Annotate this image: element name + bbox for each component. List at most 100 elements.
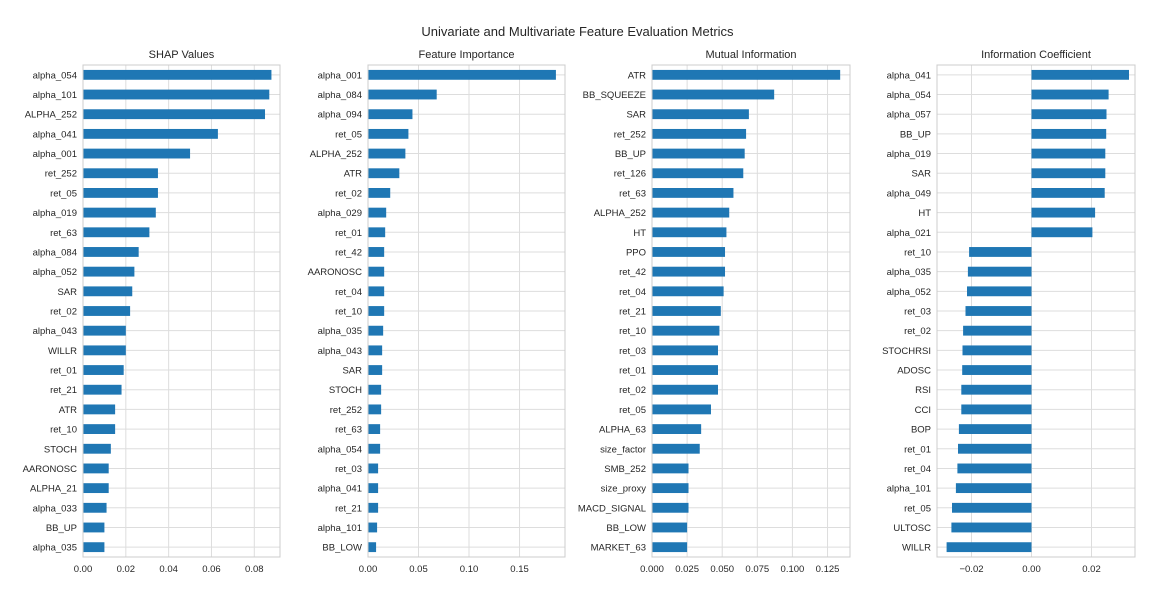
bar — [652, 148, 745, 159]
bar — [368, 188, 391, 198]
bar — [652, 365, 718, 375]
bar — [652, 286, 724, 297]
y-tick-label: ret_04 — [619, 287, 646, 298]
y-tick-label: ret_126 — [614, 169, 646, 180]
y-tick-label: CCI — [915, 405, 931, 416]
y-tick-label: ret_05 — [904, 503, 931, 514]
bar — [368, 542, 377, 553]
plot-frame — [367, 64, 566, 558]
y-tick-label: STOCH — [329, 385, 362, 396]
x-tick-label: 0.050 — [710, 564, 734, 575]
bar — [368, 463, 379, 474]
y-tick-label: alpha_019 — [33, 208, 77, 219]
plot-frame — [651, 64, 851, 558]
bar — [652, 188, 734, 198]
y-tick-label: ret_02 — [904, 326, 931, 337]
bar — [652, 128, 747, 139]
bar — [83, 188, 158, 198]
y-tick-label: ALPHA_252 — [25, 110, 77, 121]
bar — [83, 345, 126, 356]
bar — [946, 542, 1032, 553]
x-tick-label: −0.02 — [959, 564, 983, 575]
bar — [368, 404, 382, 415]
x-tick-label: 0.02 — [1082, 564, 1101, 575]
y-tick-label: WILLR — [48, 346, 77, 357]
y-tick-label: WILLR — [902, 543, 931, 554]
y-tick-label: alpha_001 — [318, 70, 362, 81]
y-tick-label: ret_21 — [50, 385, 77, 396]
bar — [368, 168, 400, 179]
bar — [652, 306, 721, 316]
y-tick-label: BB_LOW — [322, 543, 362, 554]
bar — [83, 148, 191, 159]
y-tick-label: ret_01 — [619, 366, 646, 377]
bar — [83, 207, 156, 218]
bar — [368, 522, 378, 533]
bar — [83, 227, 150, 238]
bar — [652, 227, 727, 238]
y-tick-label: alpha_029 — [318, 208, 362, 219]
chart-panel-3: ATR BB_SQUEEZE SAR ret_252 BB_UP ret_126 ret_6… — [578, 49, 851, 575]
bar — [652, 542, 688, 553]
bar — [83, 443, 111, 454]
bar — [368, 148, 406, 159]
y-tick-label: ret_63 — [619, 188, 646, 199]
y-tick-label: BB_SQUEEZE — [583, 90, 646, 101]
y-tick-label: alpha_035 — [318, 326, 362, 337]
y-tick-label: alpha_041 — [887, 70, 931, 81]
figure-title: Univariate and Multivariate Feature Eval… — [421, 24, 734, 39]
y-tick-label: alpha_049 — [887, 188, 931, 199]
x-tick-label: 0.00 — [74, 564, 93, 575]
bar — [83, 522, 105, 533]
x-tick-label: 0.100 — [781, 564, 805, 575]
bar — [652, 483, 689, 494]
y-tick-label: alpha_054 — [318, 444, 362, 455]
y-tick-label: ret_04 — [335, 287, 362, 298]
x-tick-label: 0.00 — [359, 564, 378, 575]
y-tick-label: alpha_043 — [33, 326, 77, 337]
y-tick-label: ret_21 — [335, 503, 362, 514]
y-tick-label: alpha_052 — [887, 287, 931, 298]
bar — [958, 424, 1032, 434]
bar — [368, 443, 381, 454]
x-tick-label: 0.02 — [117, 564, 136, 575]
bar — [1031, 89, 1109, 100]
bar — [962, 345, 1032, 356]
y-tick-label: size_proxy — [601, 484, 647, 495]
y-tick-label: alpha_101 — [887, 484, 931, 495]
subplot-title: Information Coefficient — [981, 49, 1091, 61]
bar — [652, 266, 726, 277]
y-tick-label: ret_02 — [619, 385, 646, 396]
bar — [652, 109, 749, 120]
y-tick-label: size_factor — [600, 444, 646, 455]
y-tick-label: ret_03 — [904, 307, 931, 318]
bar — [83, 463, 109, 474]
y-tick-label: alpha_094 — [318, 110, 362, 121]
y-tick-label: ATR — [628, 70, 646, 81]
y-tick-label: MACD_SIGNAL — [578, 503, 646, 514]
y-tick-label: BB_UP — [900, 129, 931, 140]
bar — [969, 247, 1032, 257]
bar — [368, 89, 437, 100]
bar — [958, 443, 1032, 454]
bar — [83, 502, 107, 513]
bar — [83, 128, 218, 139]
y-tick-label: alpha_041 — [318, 484, 362, 495]
y-tick-label: alpha_043 — [318, 346, 362, 357]
subplot-title: SHAP Values — [149, 49, 215, 61]
bar — [83, 247, 139, 257]
bar — [652, 384, 718, 395]
y-tick-label: ret_01 — [50, 366, 77, 377]
bar — [368, 69, 556, 80]
bar — [1031, 148, 1106, 159]
bar — [961, 404, 1032, 415]
bar — [652, 522, 688, 533]
y-tick-label: alpha_041 — [33, 129, 77, 140]
y-tick-label: alpha_101 — [33, 90, 77, 101]
bar — [83, 325, 126, 336]
y-tick-label: ret_05 — [50, 188, 77, 199]
bar — [368, 384, 382, 395]
bar — [368, 502, 379, 513]
bar — [368, 266, 385, 277]
y-tick-label: alpha_021 — [887, 228, 931, 239]
